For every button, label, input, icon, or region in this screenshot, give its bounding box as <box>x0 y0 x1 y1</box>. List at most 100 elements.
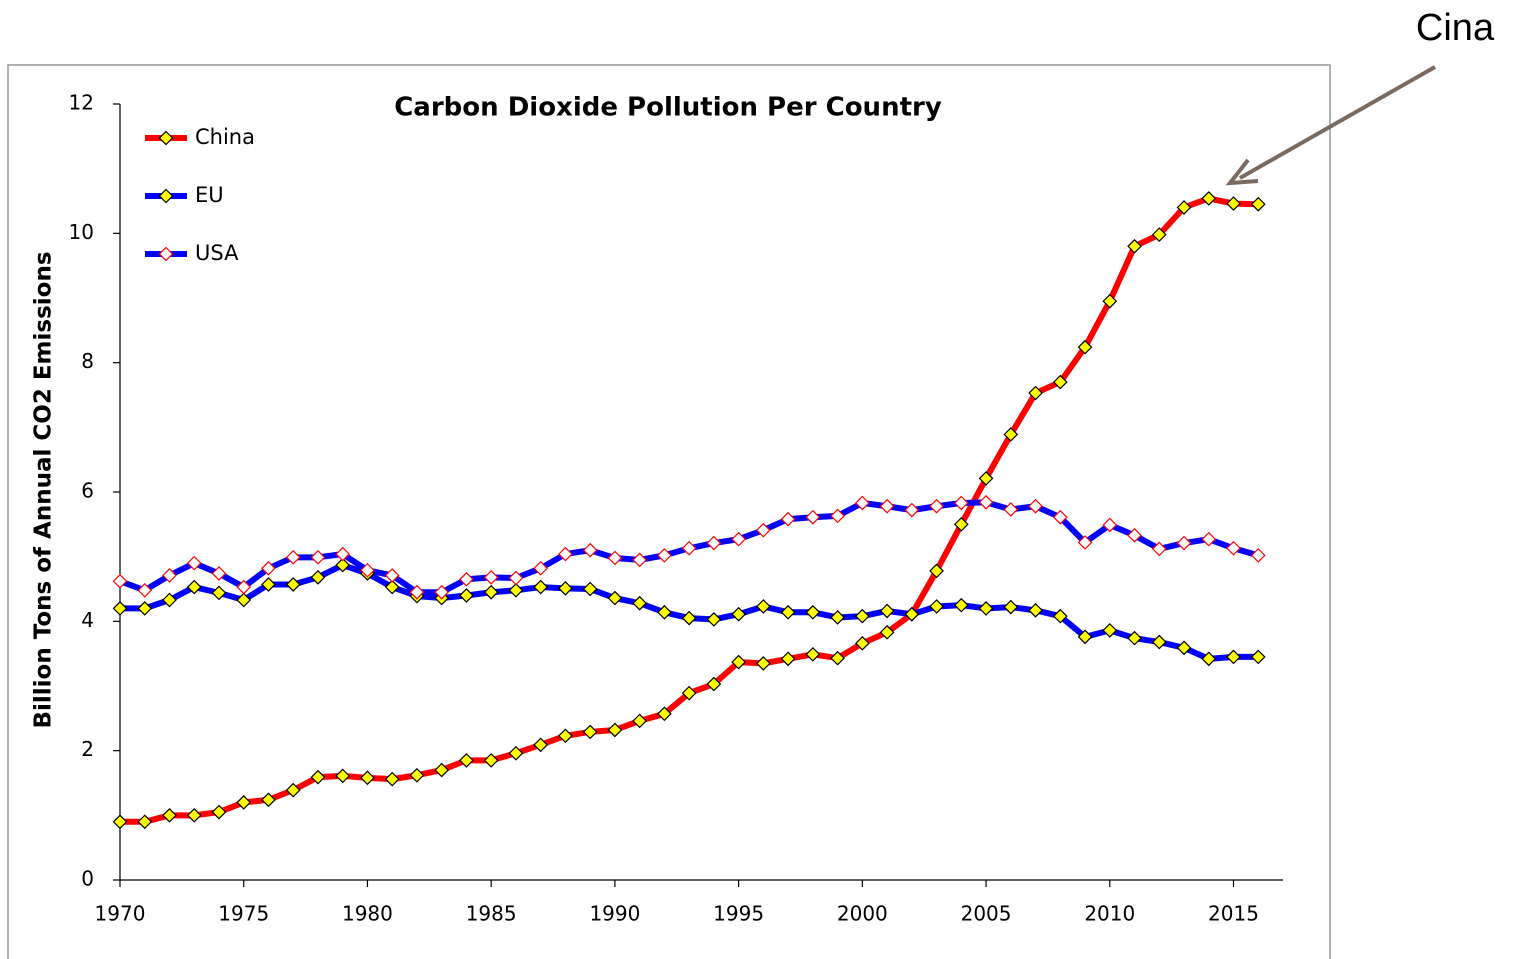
data-point <box>533 737 549 753</box>
data-point <box>1176 200 1192 215</box>
data-point <box>112 814 128 830</box>
data-point <box>1102 517 1118 533</box>
data-point <box>1250 649 1266 665</box>
data-point <box>409 584 425 600</box>
x-tick-label: 1995 <box>713 902 764 926</box>
data-point <box>285 577 301 592</box>
data-point <box>879 498 895 514</box>
data-point <box>434 762 450 778</box>
data-point <box>607 590 623 606</box>
data-point <box>1052 374 1068 390</box>
x-tick-label: 2015 <box>1208 902 1259 926</box>
data-point <box>508 745 524 761</box>
data-point <box>335 546 351 562</box>
legend-marker <box>158 188 174 204</box>
data-point <box>1052 608 1068 624</box>
data-point <box>236 579 252 595</box>
data-point <box>1151 541 1167 557</box>
data-point <box>854 608 870 624</box>
data-point <box>756 656 771 671</box>
data-point <box>285 782 301 798</box>
data-point <box>310 549 326 565</box>
data-point <box>236 592 252 608</box>
annotation-arrow <box>1239 65 1436 180</box>
data-point <box>879 624 895 640</box>
data-point <box>1077 629 1093 645</box>
x-tick-label: 1980 <box>342 902 393 926</box>
data-point <box>706 612 722 627</box>
data-point <box>929 599 944 614</box>
data-point <box>1226 649 1241 665</box>
data-point <box>360 770 375 786</box>
data-point <box>1102 293 1118 309</box>
data-point <box>459 753 474 768</box>
data-point <box>285 549 301 565</box>
data-point <box>384 568 400 583</box>
data-point <box>162 807 177 823</box>
data-point <box>384 771 400 787</box>
data-point <box>1176 535 1192 551</box>
x-tick-label: 2010 <box>1084 902 1135 926</box>
data-point <box>558 581 573 596</box>
x-tick-label: 1975 <box>218 902 269 926</box>
data-point <box>582 724 598 740</box>
data-point <box>1151 227 1167 242</box>
data-point <box>483 753 499 768</box>
data-point <box>409 767 425 783</box>
data-point <box>261 560 276 576</box>
data-point <box>335 557 351 573</box>
data-point <box>459 571 474 587</box>
y-tick-label: 4 <box>81 608 94 632</box>
data-point <box>186 579 202 595</box>
data-point <box>929 563 944 579</box>
data-point <box>904 606 920 622</box>
annotation: Cina <box>1416 7 1495 49</box>
data-point <box>632 713 647 729</box>
data-point <box>681 540 697 556</box>
data-point <box>607 550 623 566</box>
data-point <box>582 542 598 558</box>
data-point <box>607 722 623 738</box>
data-point <box>879 603 895 619</box>
legend-label: EU <box>195 183 224 207</box>
data-point <box>508 582 524 598</box>
data-point <box>1250 548 1266 563</box>
data-point <box>558 728 573 744</box>
x-tick-label: 1985 <box>466 902 517 926</box>
data-point <box>805 646 821 662</box>
data-point <box>780 511 796 527</box>
y-tick-label: 12 <box>69 91 94 115</box>
data-point <box>236 795 252 810</box>
data-point <box>1250 196 1266 212</box>
data-point <box>434 584 450 600</box>
data-point <box>1003 427 1019 442</box>
data-point <box>137 814 153 830</box>
data-point <box>508 570 524 586</box>
data-point <box>657 706 672 722</box>
data-point <box>756 522 771 538</box>
data-point <box>657 548 672 563</box>
data-point <box>1003 502 1019 517</box>
data-point <box>681 685 697 701</box>
data-point <box>310 769 326 785</box>
data-point <box>953 495 969 511</box>
data-point <box>953 516 969 532</box>
data-point <box>459 588 474 603</box>
data-point <box>335 768 351 784</box>
x-tick-label: 2005 <box>961 902 1012 926</box>
data-point <box>112 573 128 589</box>
data-point <box>1003 599 1019 615</box>
data-point <box>112 601 128 616</box>
data-point <box>904 502 920 518</box>
data-point <box>953 597 969 613</box>
data-point <box>1052 509 1068 525</box>
data-point <box>533 579 549 595</box>
data-point <box>137 582 153 598</box>
data-point <box>1102 623 1118 638</box>
legend-label: China <box>195 125 255 149</box>
data-point <box>1028 385 1043 401</box>
y-tick-label: 0 <box>81 867 94 891</box>
data-point <box>805 509 821 525</box>
data-point <box>1077 339 1093 355</box>
